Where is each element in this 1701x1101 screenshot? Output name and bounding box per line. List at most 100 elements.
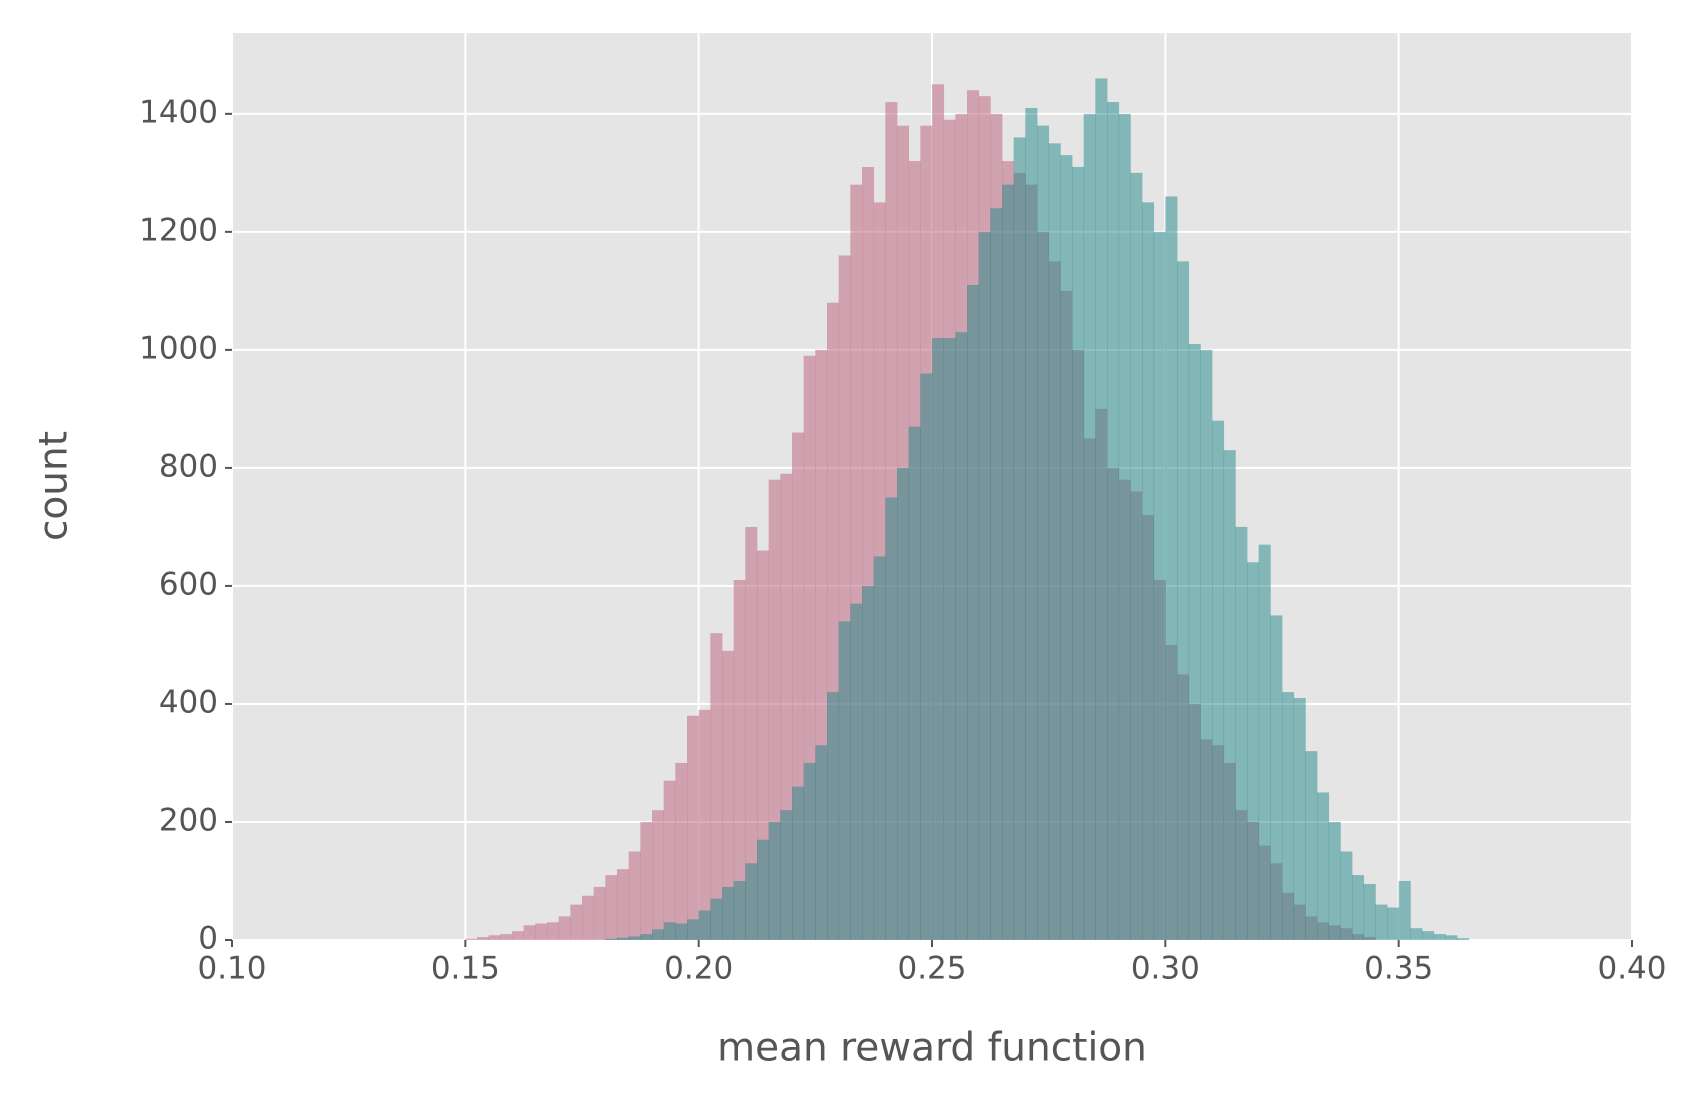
histogram-bar bbox=[710, 633, 723, 940]
y-tick-label: 0 bbox=[198, 921, 218, 957]
histogram-bar bbox=[1457, 938, 1470, 940]
histogram-bar bbox=[1037, 125, 1050, 941]
histogram-bar bbox=[722, 650, 735, 940]
histogram-bar bbox=[1340, 851, 1353, 940]
histogram-bar bbox=[780, 810, 793, 940]
x-tick-label: 0.30 bbox=[1131, 951, 1200, 987]
histogram-bar bbox=[990, 208, 1003, 941]
histogram-bar bbox=[477, 937, 490, 940]
histogram-bar bbox=[652, 810, 665, 940]
histogram-bar bbox=[850, 603, 863, 940]
histogram-bar bbox=[1188, 343, 1201, 940]
histogram-bar bbox=[745, 526, 758, 940]
histogram-bar bbox=[897, 467, 910, 940]
histogram-bar bbox=[1002, 184, 1015, 940]
histogram-bar bbox=[1293, 698, 1306, 940]
histogram-bar bbox=[675, 762, 688, 940]
histogram-bar bbox=[605, 875, 618, 940]
histogram-bar bbox=[1212, 420, 1225, 941]
histogram-bar bbox=[932, 338, 945, 941]
histogram-bar bbox=[967, 284, 980, 940]
histogram-bar bbox=[862, 585, 875, 940]
histogram-bar bbox=[675, 923, 688, 940]
y-tick-label: 200 bbox=[159, 802, 218, 838]
histogram-bar bbox=[745, 863, 758, 940]
histogram-bar bbox=[1258, 544, 1271, 940]
histogram-bar bbox=[1375, 904, 1388, 940]
histogram-bar bbox=[640, 821, 653, 940]
histogram-bar bbox=[523, 925, 536, 940]
histogram-bar bbox=[1282, 692, 1295, 940]
histogram-bar bbox=[827, 692, 840, 940]
histogram-bar bbox=[803, 762, 816, 940]
y-tick-label: 600 bbox=[159, 566, 218, 602]
x-tick-label: 0.15 bbox=[431, 951, 500, 987]
histogram-bar bbox=[1153, 231, 1166, 940]
histogram-bar bbox=[1305, 751, 1318, 940]
histogram-bar bbox=[628, 936, 641, 940]
histogram-bar bbox=[792, 786, 805, 940]
y-axis-label: count bbox=[32, 431, 77, 541]
histogram-bar bbox=[1013, 137, 1026, 940]
x-axis-label: mean reward function bbox=[717, 1026, 1147, 1071]
histogram-bar bbox=[1445, 935, 1458, 940]
histogram-bar bbox=[1317, 792, 1330, 940]
x-tick-label: 0.40 bbox=[1597, 951, 1666, 987]
histogram-bar bbox=[1270, 615, 1283, 940]
histogram-bar bbox=[1165, 196, 1178, 940]
histogram-bar bbox=[1118, 113, 1131, 940]
histogram-bar bbox=[1048, 143, 1061, 940]
histogram-bar bbox=[617, 869, 630, 940]
histogram-bar bbox=[1235, 526, 1248, 940]
histogram-bar bbox=[1363, 883, 1376, 940]
histogram-bar bbox=[1200, 349, 1213, 940]
histogram-bar bbox=[593, 886, 606, 940]
histogram-bar bbox=[465, 938, 478, 940]
histogram-bar bbox=[687, 919, 700, 940]
histogram-series bbox=[605, 78, 1470, 941]
histogram-bar bbox=[733, 880, 746, 940]
histogram-bar bbox=[920, 373, 933, 941]
histogram-bar bbox=[558, 916, 571, 940]
histogram-bar bbox=[1352, 875, 1365, 940]
histogram-bar bbox=[1083, 113, 1096, 940]
histogram-bar bbox=[815, 745, 828, 940]
histogram-bar bbox=[1223, 450, 1236, 940]
histogram-bar bbox=[617, 937, 630, 940]
histogram-bar bbox=[1387, 907, 1400, 940]
histogram-bar bbox=[1410, 928, 1423, 940]
histogram-bar bbox=[535, 923, 548, 940]
histogram-bar bbox=[582, 895, 595, 940]
histogram-bar bbox=[628, 851, 641, 940]
y-tick-label: 800 bbox=[159, 448, 218, 484]
histogram-bar bbox=[1433, 934, 1446, 940]
x-tick-label: 0.20 bbox=[664, 951, 733, 987]
histogram-bar bbox=[710, 898, 723, 940]
histogram-bar bbox=[1025, 107, 1038, 941]
histogram-bar bbox=[1072, 166, 1085, 941]
histogram-bar bbox=[1107, 102, 1120, 940]
histogram-bar bbox=[605, 938, 618, 940]
histogram-bar bbox=[1398, 880, 1411, 940]
y-tick-label: 1400 bbox=[139, 94, 218, 130]
histogram-bar bbox=[663, 780, 676, 940]
histogram-bar bbox=[908, 426, 921, 940]
histogram-bar bbox=[1130, 172, 1143, 941]
histogram-bar bbox=[722, 886, 735, 940]
histogram-bar bbox=[663, 922, 676, 940]
y-tick-label: 1000 bbox=[139, 330, 218, 366]
histogram-bar bbox=[1247, 562, 1260, 940]
histogram-bar bbox=[1328, 821, 1341, 940]
histogram-bar bbox=[570, 904, 583, 940]
x-tick-label: 0.10 bbox=[197, 951, 266, 987]
histogram-bar bbox=[500, 934, 513, 940]
histogram-bar bbox=[1095, 78, 1108, 940]
histogram-bar bbox=[698, 910, 711, 940]
histogram-bar bbox=[873, 556, 886, 940]
histogram-bar bbox=[652, 929, 665, 940]
histogram-bar bbox=[1177, 261, 1190, 940]
histogram-bar bbox=[488, 935, 501, 940]
histogram-bar bbox=[885, 497, 898, 940]
histogram-bar bbox=[768, 821, 781, 940]
